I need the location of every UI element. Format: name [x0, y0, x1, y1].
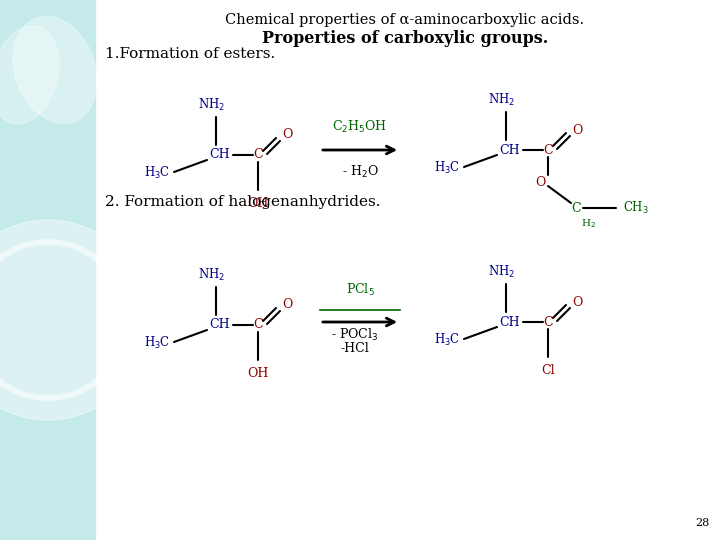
Text: H$_3$C: H$_3$C: [434, 332, 460, 348]
Text: Properties of carboxylic groups.: Properties of carboxylic groups.: [262, 30, 548, 47]
Text: CH$_3$: CH$_3$: [623, 200, 649, 216]
Text: OH: OH: [247, 197, 269, 210]
Text: C: C: [543, 144, 553, 157]
Text: CH: CH: [210, 319, 230, 332]
Text: C: C: [571, 201, 581, 214]
Text: O: O: [282, 129, 292, 141]
Ellipse shape: [0, 26, 59, 124]
Circle shape: [0, 220, 148, 420]
Text: Chemical properties of α-aminocarboxylic acids.: Chemical properties of α-aminocarboxylic…: [225, 13, 585, 27]
Text: 28: 28: [696, 518, 710, 528]
Text: 1.Formation of esters.: 1.Formation of esters.: [105, 47, 275, 61]
Text: NH$_2$: NH$_2$: [488, 92, 516, 108]
Text: H$_3$C: H$_3$C: [434, 160, 460, 176]
Text: NH$_2$: NH$_2$: [199, 97, 225, 113]
Text: H$_3$C: H$_3$C: [144, 335, 170, 351]
Text: O: O: [572, 124, 582, 137]
Text: - H$_2$O: - H$_2$O: [341, 164, 379, 180]
Text: C$_2$H$_5$OH: C$_2$H$_5$OH: [333, 119, 387, 135]
Text: O: O: [282, 299, 292, 312]
Text: 2. Formation of halogenanhydrides.: 2. Formation of halogenanhydrides.: [105, 195, 380, 209]
Text: C: C: [253, 148, 263, 161]
Text: PCl$_5$: PCl$_5$: [346, 282, 374, 298]
Text: C: C: [253, 319, 263, 332]
Text: -HCl: -HCl: [341, 342, 369, 355]
Text: O: O: [535, 176, 545, 188]
Text: NH$_2$: NH$_2$: [488, 264, 516, 280]
Text: CH: CH: [500, 315, 521, 328]
Text: O: O: [572, 295, 582, 308]
Text: C: C: [543, 315, 553, 328]
Text: Cl: Cl: [541, 364, 555, 377]
Text: CH: CH: [210, 148, 230, 161]
Text: H$_2$: H$_2$: [581, 217, 596, 230]
Text: NH$_2$: NH$_2$: [199, 267, 225, 283]
Ellipse shape: [13, 17, 97, 124]
Text: OH: OH: [247, 367, 269, 380]
Text: - POCl$_3$: - POCl$_3$: [331, 327, 379, 343]
Bar: [0, 0, 95, 540]
Text: CH: CH: [500, 144, 521, 157]
Text: H$_3$C: H$_3$C: [144, 165, 170, 181]
